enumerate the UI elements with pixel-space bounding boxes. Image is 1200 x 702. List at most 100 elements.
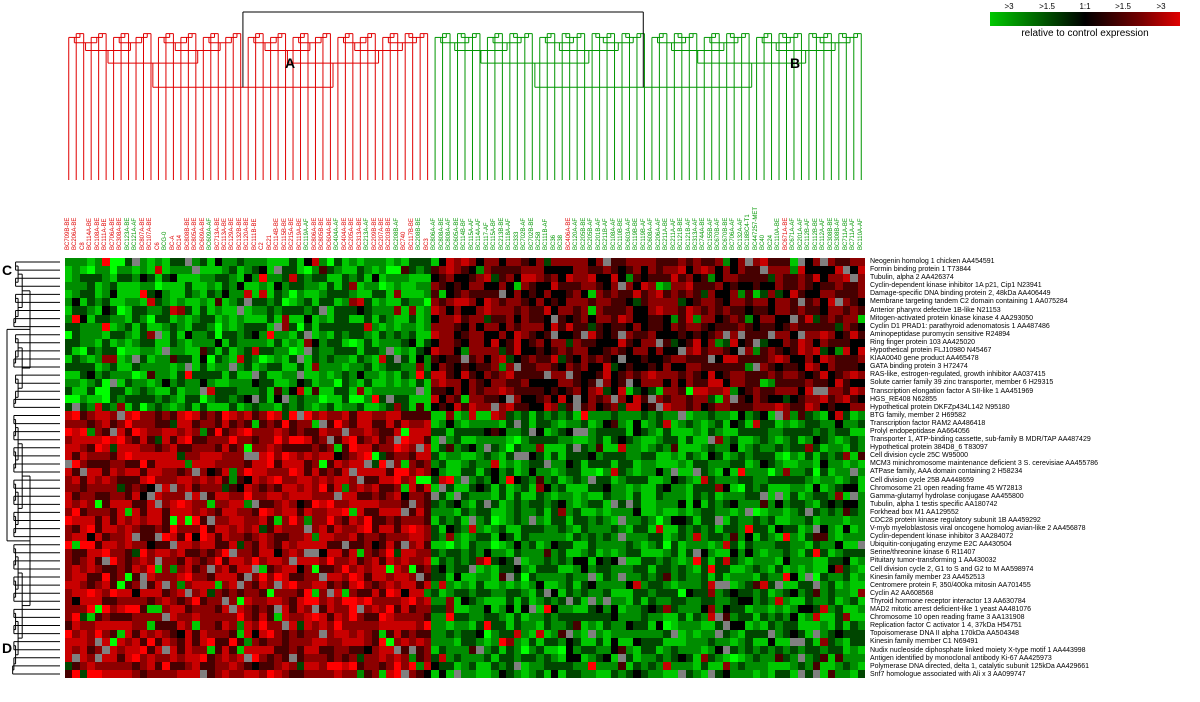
heatmap-cell <box>566 379 573 387</box>
heatmap-cell <box>155 306 162 314</box>
heatmap-cell <box>768 492 775 500</box>
heatmap-cell <box>745 549 752 557</box>
heatmap-cell <box>828 549 835 557</box>
heatmap-cell <box>603 339 610 347</box>
heatmap-cell <box>745 428 752 436</box>
heatmap-cell <box>431 581 438 589</box>
heatmap-cell <box>394 387 401 395</box>
heatmap-cell <box>215 331 222 339</box>
heatmap-cell <box>461 541 468 549</box>
heatmap-cell <box>558 298 565 306</box>
heatmap-cell <box>409 306 416 314</box>
heatmap-cell <box>544 533 551 541</box>
heatmap-cell <box>297 460 304 468</box>
heatmap-cell <box>162 411 169 419</box>
heatmap-cell <box>95 266 102 274</box>
heatmap-cell <box>715 306 722 314</box>
heatmap-cell <box>544 557 551 565</box>
heatmap-cell <box>783 371 790 379</box>
heatmap-cell <box>192 395 199 403</box>
heatmap-cell <box>820 323 827 331</box>
heatmap-cell <box>633 290 640 298</box>
heatmap-cell <box>117 436 124 444</box>
heatmap-cell <box>357 306 364 314</box>
heatmap-cell <box>65 589 72 597</box>
heatmap-cell <box>573 444 580 452</box>
heatmap-cell <box>775 371 782 379</box>
heatmap-cell <box>850 315 857 323</box>
heatmap-cell <box>484 492 491 500</box>
heatmap-cell <box>147 436 154 444</box>
heatmap-cell <box>439 347 446 355</box>
sample-label: BC604A-BE <box>327 218 333 250</box>
heatmap-cell <box>259 428 266 436</box>
heatmap-cell <box>416 428 423 436</box>
heatmap-cell <box>529 525 536 533</box>
heatmap-cell <box>551 581 558 589</box>
heatmap-cell <box>252 444 259 452</box>
heatmap-cell <box>289 403 296 411</box>
heatmap-cell <box>544 549 551 557</box>
heatmap-cell <box>386 484 393 492</box>
heatmap-cell <box>783 589 790 597</box>
heatmap-cell <box>72 621 79 629</box>
heatmap-cell <box>334 468 341 476</box>
heatmap-cell <box>147 339 154 347</box>
heatmap-cell <box>671 306 678 314</box>
heatmap-cell <box>215 298 222 306</box>
heatmap-cell <box>185 371 192 379</box>
heatmap-cell <box>207 411 214 419</box>
heatmap-cell <box>117 516 124 524</box>
heatmap-cell <box>95 306 102 314</box>
heatmap-cell <box>312 557 319 565</box>
heatmap-cell <box>768 428 775 436</box>
heatmap-cell <box>648 290 655 298</box>
heatmap-cell <box>618 436 625 444</box>
heatmap-cell <box>439 298 446 306</box>
heatmap-cell <box>843 484 850 492</box>
heatmap-cell <box>357 436 364 444</box>
heatmap-cell <box>723 315 730 323</box>
heatmap-cell <box>244 460 251 468</box>
heatmap-cell <box>364 403 371 411</box>
heatmap-cell <box>514 290 521 298</box>
heatmap-cell <box>738 589 745 597</box>
heatmap-cell <box>237 315 244 323</box>
heatmap-cell <box>244 500 251 508</box>
heatmap-cell <box>775 282 782 290</box>
heatmap-cell <box>775 613 782 621</box>
heatmap-cell <box>491 468 498 476</box>
heatmap-cell <box>663 298 670 306</box>
heatmap-cell <box>185 306 192 314</box>
heatmap-cell <box>297 347 304 355</box>
heatmap-cell <box>416 371 423 379</box>
heatmap-cell <box>648 589 655 597</box>
heatmap-cell <box>177 306 184 314</box>
heatmap-cell <box>125 436 132 444</box>
heatmap-cell <box>730 557 737 565</box>
heatmap-cell <box>95 363 102 371</box>
heatmap-cell <box>207 266 214 274</box>
heatmap-cell <box>274 581 281 589</box>
heatmap-cell <box>147 549 154 557</box>
heatmap-cell <box>207 573 214 581</box>
heatmap-cell <box>297 290 304 298</box>
cluster-label-A: A <box>285 55 295 71</box>
heatmap-cell <box>775 444 782 452</box>
heatmap-cell <box>132 428 139 436</box>
heatmap-cell <box>790 347 797 355</box>
heatmap-cell <box>693 492 700 500</box>
heatmap-cell <box>858 298 865 306</box>
heatmap-cell <box>835 565 842 573</box>
heatmap-cell <box>132 420 139 428</box>
heatmap-cell <box>162 331 169 339</box>
heatmap-cell <box>357 549 364 557</box>
heatmap-cell <box>357 315 364 323</box>
heatmap-cell <box>386 468 393 476</box>
heatmap-cell <box>454 306 461 314</box>
heatmap-cell <box>237 541 244 549</box>
heatmap-cell <box>439 428 446 436</box>
heatmap-cell <box>87 306 94 314</box>
heatmap-cell <box>686 290 693 298</box>
heatmap-cell <box>386 565 393 573</box>
